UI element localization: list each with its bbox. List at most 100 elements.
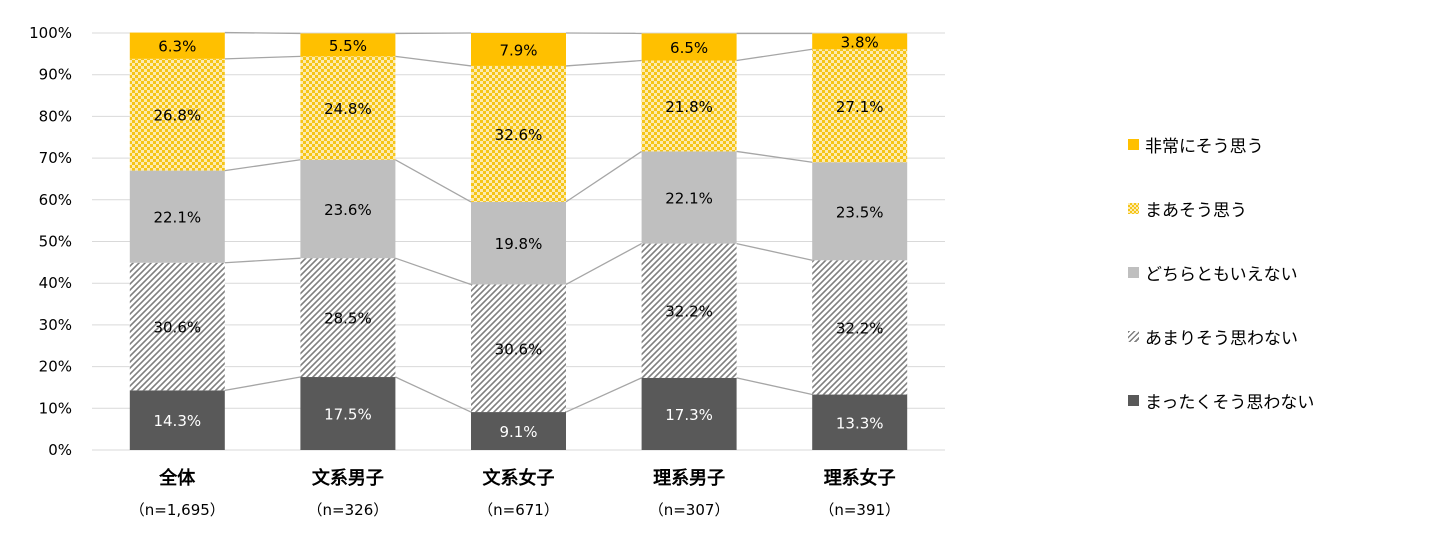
bar-segment: [812, 33, 908, 50]
data-label: 6.5%: [670, 39, 708, 57]
series-connector-line: [565, 59, 642, 67]
legend-item: 非常にそう思う: [1128, 112, 1314, 176]
bar-segment: [641, 60, 737, 152]
series-connector-line: [224, 31, 301, 35]
y-tick-label: 60%: [39, 191, 72, 209]
data-label: 22.1%: [665, 190, 713, 208]
y-tick-label: 80%: [39, 107, 72, 125]
bar-segment: [300, 159, 396, 259]
bar-segment: [812, 260, 908, 395]
data-label: 30.6%: [153, 319, 201, 337]
legend-swatch: [1128, 138, 1139, 150]
bar-segment: [300, 258, 396, 378]
y-tick-label: 0%: [48, 441, 72, 459]
bar-segment: [129, 170, 225, 263]
series-connector-line: [565, 377, 642, 413]
bar-segment: [300, 56, 396, 160]
legend-label: あまりそう思わない: [1145, 328, 1298, 349]
data-label: 14.3%: [153, 412, 201, 430]
legend: 非常にそう思う まあそう思うどちらともいえない あまりそう思わない まったくそう思わな…: [1128, 112, 1314, 432]
stacked-bar-chart: 0% 10% 20% 30% 40% 50% 60% 70% 80% 90% 100% 14.3% 3…: [29, 24, 945, 519]
x-category-label: 全体: [158, 467, 196, 489]
data-label: 9.1%: [499, 423, 537, 441]
legend-swatch: [1128, 330, 1139, 342]
bar-segment: [641, 377, 737, 450]
x-category-count: （n=326）: [308, 501, 389, 519]
x-category-label: 文系男子: [312, 467, 384, 489]
y-tick-label: 10%: [39, 399, 72, 417]
bar-segment: [129, 390, 225, 450]
legend-swatch: [1128, 394, 1139, 406]
series-connector-line: [395, 257, 472, 286]
y-tick-label: 30%: [39, 316, 72, 334]
bar-segment: [129, 32, 225, 59]
data-label: 19.8%: [495, 235, 543, 253]
bar-segment: [129, 262, 225, 391]
series-connector-line: [224, 55, 301, 60]
bar-segment: [471, 412, 566, 450]
data-label: 23.5%: [836, 203, 884, 221]
series-connector-line: [395, 159, 472, 203]
data-label: 22.1%: [153, 209, 201, 227]
y-tick-label: 20%: [39, 358, 72, 376]
y-tick-label: 100%: [29, 24, 72, 42]
x-category-count: （n=307）: [649, 501, 730, 519]
data-label: 23.6%: [324, 201, 372, 219]
y-axis: 0% 10% 20% 30% 40% 50% 60% 70% 80% 90% 100%: [29, 24, 72, 459]
series-connector-line: [395, 376, 472, 413]
data-label: 5.5%: [329, 37, 367, 55]
bar-segment: [471, 65, 566, 202]
data-label: 24.8%: [324, 100, 372, 118]
series-connector-line: [736, 150, 813, 163]
data-label: 17.3%: [665, 406, 713, 424]
bar-segment: [300, 33, 396, 57]
data-label: 17.5%: [324, 406, 372, 424]
data-label: 6.3%: [158, 38, 196, 56]
y-tick-label: 50%: [39, 233, 72, 251]
x-category-count: （n=391）: [819, 501, 900, 519]
legend-label: どちらともいえない: [1145, 264, 1298, 285]
x-category-label: 理系女子: [824, 467, 896, 489]
series-connector-line: [736, 48, 813, 62]
legend-label: まあそう思う: [1145, 200, 1247, 221]
data-label: 13.3%: [836, 414, 884, 432]
data-labels: 14.3% 30.6% 22.1% 26.8% 6.3% 17.5% 28.5% 23.6% 2…: [153, 33, 883, 441]
y-tick-label: 40%: [39, 274, 72, 292]
legend-label: 非常にそう思う: [1145, 136, 1264, 157]
data-label: 27.1%: [836, 98, 884, 116]
series-connector-line: [224, 376, 301, 392]
data-label: 21.8%: [665, 98, 713, 116]
bar-segment: [471, 201, 566, 285]
series-connector-line: [224, 159, 301, 172]
bar-segment: [471, 33, 566, 66]
bar-segment: [641, 243, 737, 378]
bar-segment: [812, 162, 908, 261]
legend-item: あまりそう思わない: [1128, 304, 1314, 368]
legend-item: まあそう思う: [1128, 176, 1314, 240]
data-label: 26.8%: [153, 107, 201, 125]
legend-swatch: [1128, 266, 1139, 278]
data-label: 32.2%: [836, 319, 884, 337]
data-label: 28.5%: [324, 310, 372, 328]
bar-segment: [641, 33, 737, 61]
series-connector-lines: [224, 31, 813, 413]
x-category-label: 理系男子: [653, 468, 725, 489]
legend-item: まったくそう思わない: [1128, 368, 1314, 432]
bar-segment: [641, 151, 737, 244]
bar-segment: [300, 377, 396, 450]
series-connector-line: [395, 55, 472, 67]
x-category-label: 文系女子: [483, 467, 555, 489]
data-label: 32.2%: [665, 303, 713, 321]
bar-segment: [812, 394, 908, 450]
bars: [129, 32, 908, 450]
data-label: 30.6%: [495, 340, 543, 358]
legend-label: まったくそう思わない: [1145, 392, 1315, 413]
series-connector-line: [565, 150, 642, 203]
data-label: 7.9%: [499, 41, 537, 59]
series-connector-line: [736, 377, 813, 396]
series-connector-line: [736, 242, 813, 261]
x-category-count: （n=1,695）: [130, 501, 225, 519]
y-tick-label: 70%: [39, 149, 72, 167]
series-connector-line: [224, 257, 301, 264]
data-label: 32.6%: [495, 126, 543, 144]
